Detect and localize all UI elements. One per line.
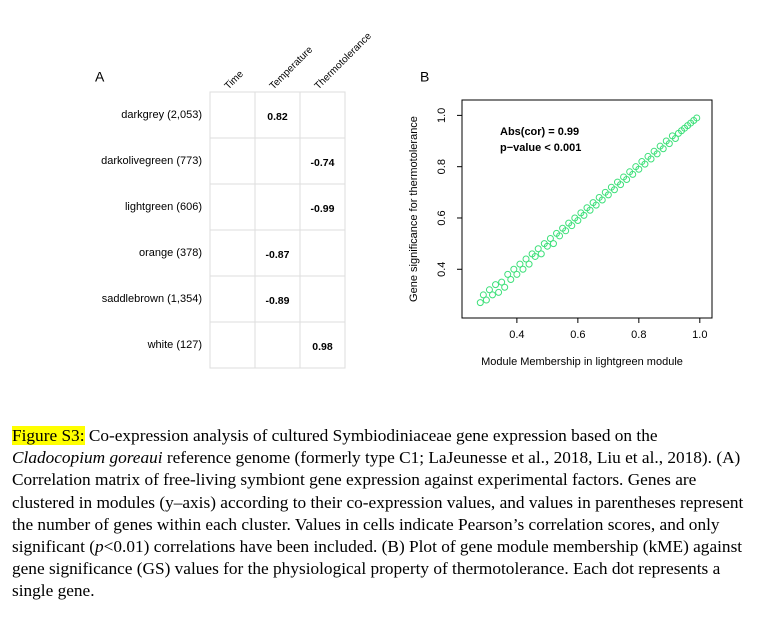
point bbox=[647, 155, 655, 163]
cell bbox=[209, 321, 256, 369]
point bbox=[586, 206, 594, 214]
row-label: saddlebrown (1,354) bbox=[102, 293, 202, 305]
point bbox=[610, 186, 618, 194]
x-tick-label: 1.0 bbox=[692, 329, 707, 341]
row-label: darkgrey (2,053) bbox=[121, 109, 202, 121]
point bbox=[665, 140, 673, 148]
cell bbox=[209, 229, 256, 277]
plot-frame bbox=[461, 99, 713, 319]
row-label: darkolivegreen (773) bbox=[101, 155, 202, 167]
annotation: p−value < 0.001 bbox=[500, 142, 581, 154]
caption-italic: Cladocopium goreaui bbox=[12, 448, 163, 468]
column-label: Temperature bbox=[268, 44, 316, 92]
cell-value: 0.82 bbox=[267, 111, 288, 123]
cell bbox=[299, 229, 346, 277]
point bbox=[598, 196, 606, 204]
point bbox=[479, 291, 487, 299]
x-tick-label: 0.8 bbox=[631, 329, 646, 341]
x-tick-label: 0.6 bbox=[570, 329, 585, 341]
point bbox=[629, 170, 637, 178]
panel-label: B bbox=[420, 69, 429, 85]
point bbox=[574, 217, 582, 225]
caption-text: Co-expression analysis of cultured Symbi… bbox=[84, 426, 658, 445]
point bbox=[549, 240, 557, 248]
point bbox=[510, 265, 518, 273]
point bbox=[525, 260, 533, 268]
x-axis-label: Module Membership in lightgreen module bbox=[481, 356, 683, 368]
point bbox=[504, 270, 512, 278]
cell-value: 0.98 bbox=[312, 341, 333, 353]
point bbox=[635, 165, 643, 173]
point bbox=[568, 222, 576, 230]
point bbox=[623, 176, 631, 184]
point bbox=[580, 211, 588, 219]
point bbox=[562, 227, 570, 235]
caption-text: <0.01) correlations have been included. … bbox=[12, 537, 743, 601]
point bbox=[488, 291, 496, 299]
column-label: Time bbox=[223, 68, 247, 92]
point bbox=[659, 145, 667, 153]
point bbox=[556, 232, 564, 240]
cell-value: -0.99 bbox=[311, 203, 335, 215]
cell bbox=[254, 183, 301, 231]
point bbox=[495, 288, 503, 296]
point bbox=[537, 250, 545, 258]
point bbox=[482, 296, 490, 304]
cell bbox=[254, 321, 301, 369]
cell bbox=[299, 321, 346, 369]
cell bbox=[299, 275, 346, 323]
point bbox=[641, 160, 649, 168]
caption-italic: p bbox=[95, 537, 104, 557]
point bbox=[519, 265, 527, 273]
point bbox=[546, 234, 554, 242]
point bbox=[498, 278, 506, 286]
cell bbox=[209, 275, 256, 323]
point bbox=[507, 276, 515, 284]
point bbox=[543, 242, 551, 250]
row-label: orange (378) bbox=[139, 247, 202, 259]
cell-value: -0.89 bbox=[266, 295, 290, 307]
caption-label: Figure S3: bbox=[12, 426, 85, 445]
point bbox=[492, 281, 500, 289]
cell bbox=[299, 137, 346, 185]
y-tick-label: 1.0 bbox=[436, 108, 448, 123]
y-tick-label: 0.6 bbox=[436, 210, 448, 225]
point bbox=[485, 286, 493, 294]
x-tick-label: 0.4 bbox=[509, 329, 524, 341]
point bbox=[531, 252, 539, 260]
cell bbox=[299, 91, 346, 139]
cell-value: -0.87 bbox=[266, 249, 290, 261]
point bbox=[522, 255, 530, 263]
point bbox=[653, 150, 661, 158]
point bbox=[617, 181, 625, 189]
annotation: Abs(cor) = 0.99 bbox=[500, 126, 579, 138]
point bbox=[693, 114, 701, 122]
point bbox=[476, 299, 484, 307]
y-tick-label: 0.8 bbox=[436, 159, 448, 174]
point bbox=[513, 270, 521, 278]
row-label: lightgreen (606) bbox=[125, 201, 202, 213]
cell bbox=[254, 137, 301, 185]
caption-text: reference genome (formerly type C1; LaJe… bbox=[12, 448, 744, 557]
point bbox=[671, 134, 679, 142]
point bbox=[501, 283, 509, 291]
point bbox=[604, 191, 612, 199]
y-tick-label: 0.4 bbox=[436, 262, 448, 277]
row-label: white (127) bbox=[147, 339, 202, 351]
point bbox=[592, 201, 600, 209]
cell bbox=[209, 137, 256, 185]
point bbox=[534, 245, 542, 253]
column-label: Thermotolerance bbox=[313, 30, 375, 92]
y-axis-label: Gene significance for thermotolerance bbox=[408, 116, 420, 302]
caption: Figure S3: Co-expression analysis of cul… bbox=[12, 425, 752, 603]
cell bbox=[209, 91, 256, 139]
point bbox=[516, 260, 524, 268]
cell bbox=[209, 183, 256, 231]
panel-label: A bbox=[95, 69, 105, 85]
cell bbox=[254, 91, 301, 139]
cell-value: -0.74 bbox=[311, 157, 335, 169]
